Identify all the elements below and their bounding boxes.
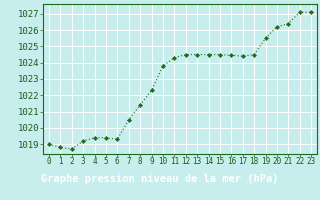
Text: Graphe pression niveau de la mer (hPa): Graphe pression niveau de la mer (hPa)	[41, 174, 279, 184]
